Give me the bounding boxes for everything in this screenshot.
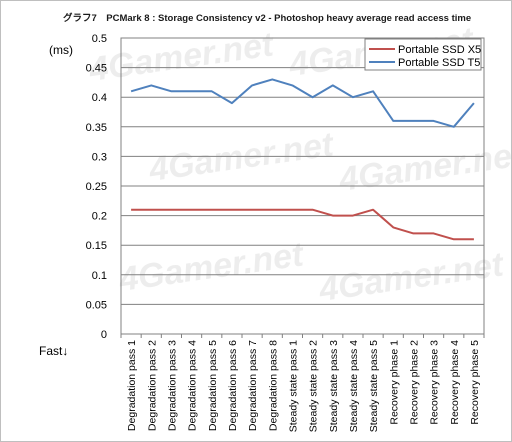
y-tick-label: 0.4 xyxy=(92,92,107,104)
x-tick-label: Steady state pass 4 xyxy=(348,340,360,432)
y-tick-label: 0.5 xyxy=(92,33,107,45)
legend-label: Portable SSD X5 xyxy=(398,44,481,56)
x-tick-label: Steady state pass 2 xyxy=(308,340,320,432)
x-tick-label: Degradation pass 1 xyxy=(126,340,138,431)
y-tick-label: 0.45 xyxy=(86,63,107,75)
y-tick-label: 0.2 xyxy=(92,211,107,223)
x-tick-label: Recovery phase 3 xyxy=(429,340,441,425)
x-tick-label: Degradation pass 3 xyxy=(166,340,178,431)
plot-area xyxy=(120,37,485,335)
watermark-text: 4Gamer.net xyxy=(316,245,507,309)
fast-direction-label: Fast↓ xyxy=(39,344,68,358)
x-tick-label: Recovery phase 5 xyxy=(469,340,481,425)
y-tick-label: 0.05 xyxy=(86,299,107,311)
x-tick-label: Recovery phase 1 xyxy=(388,340,400,425)
x-tick-label: Steady state pass 5 xyxy=(368,340,380,432)
legend-box xyxy=(364,38,482,71)
x-tick-label: Steady state pass 1 xyxy=(287,340,299,432)
y-tick-label: 0.1 xyxy=(92,270,107,282)
legend-label: Portable SSD T5 xyxy=(398,57,480,69)
x-tick-label: Degradation pass 8 xyxy=(267,340,279,431)
watermark-text: 4Gamer.net xyxy=(86,25,277,89)
y-tick-label: 0.35 xyxy=(86,122,107,134)
x-tick-label: Recovery phase 2 xyxy=(408,340,420,425)
x-tick-label: Degradation pass 2 xyxy=(146,340,158,431)
x-tick-label: Degradation pass 4 xyxy=(187,340,199,431)
y-tick-label: 0 xyxy=(101,329,107,341)
y-axis-unit-label: (ms) xyxy=(49,43,73,57)
series-line-2 xyxy=(130,78,475,128)
x-tick-label: Steady state pass 3 xyxy=(328,340,340,432)
series-layer xyxy=(130,78,475,241)
x-tick-label: Degradation pass 6 xyxy=(227,340,239,431)
watermark-text: 4Gamer.net xyxy=(146,125,337,189)
y-tick-label: 0.15 xyxy=(86,240,107,252)
x-tick-label: Degradation pass 5 xyxy=(207,340,219,431)
watermark-text: 4Gamer.net xyxy=(336,135,511,199)
y-tick-label: 0.3 xyxy=(92,151,107,163)
series-line-1 xyxy=(131,208,474,241)
y-axis-ticks: 0 0.05 0.1 0.15 0.2 0.25 0.3 0.35 0.4 0.45 0.5 xyxy=(86,33,107,341)
y-tick-label: 0.25 xyxy=(86,181,107,193)
x-axis-labels: Degradation pass 1 Degradation pass 2 Degr… xyxy=(126,340,481,432)
x-tick-label: Degradation pass 7 xyxy=(247,340,259,431)
x-tick-label: Recovery phase 4 xyxy=(449,340,461,425)
chart-title: グラフ7 PCMark 8 : Storage Consistency v2 -… xyxy=(63,12,471,24)
